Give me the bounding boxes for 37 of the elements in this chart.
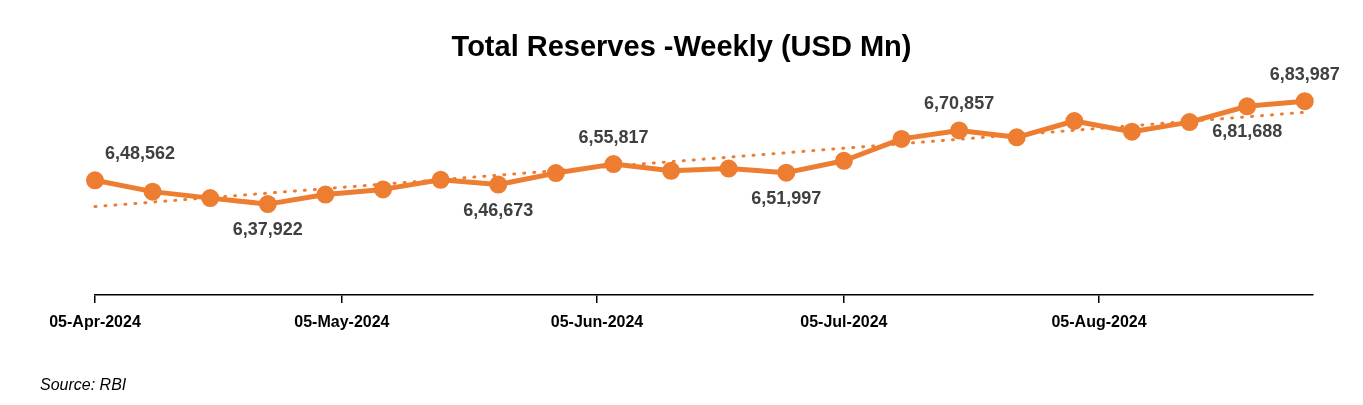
x-tick-label: 05-Aug-2024 <box>1051 313 1147 331</box>
point <box>258 195 277 214</box>
point <box>86 171 104 190</box>
data-label: 6,46,673 <box>463 199 534 220</box>
chart-title: Total Reserves -Weekly (USD Mn) <box>450 30 913 63</box>
x-tick-label: 05-Jun-2024 <box>550 313 644 331</box>
x-tick-label: 05-May-2024 <box>294 313 390 331</box>
data-label: 6,70,857 <box>924 93 995 114</box>
point <box>892 129 911 148</box>
point <box>719 159 738 178</box>
data-label: 6,51,997 <box>751 187 822 208</box>
point <box>1180 113 1199 132</box>
point <box>950 121 969 140</box>
x-tick-label: 05-Apr-2024 <box>49 313 141 331</box>
point <box>777 163 796 182</box>
point <box>489 175 508 194</box>
point <box>604 155 623 174</box>
point <box>546 164 565 183</box>
point <box>201 189 220 208</box>
source-note: Source: RBI <box>40 376 127 394</box>
data-label: 6,81,688 <box>1212 121 1283 142</box>
point <box>834 151 853 170</box>
x-tick-label: 05-Jul-2024 <box>800 313 888 331</box>
point <box>1122 122 1141 141</box>
point <box>431 170 450 189</box>
point <box>143 182 162 201</box>
point <box>1007 128 1026 147</box>
point <box>662 161 681 180</box>
data-label: 6,83,987 <box>1269 64 1340 85</box>
data-label: 6,48,562 <box>104 143 176 164</box>
data-label: 6,55,817 <box>578 127 649 148</box>
data-label: 6,37,922 <box>232 219 303 240</box>
point <box>316 185 335 204</box>
point <box>374 180 393 199</box>
point <box>1065 112 1084 130</box>
point <box>1295 92 1314 111</box>
point <box>1238 97 1257 116</box>
